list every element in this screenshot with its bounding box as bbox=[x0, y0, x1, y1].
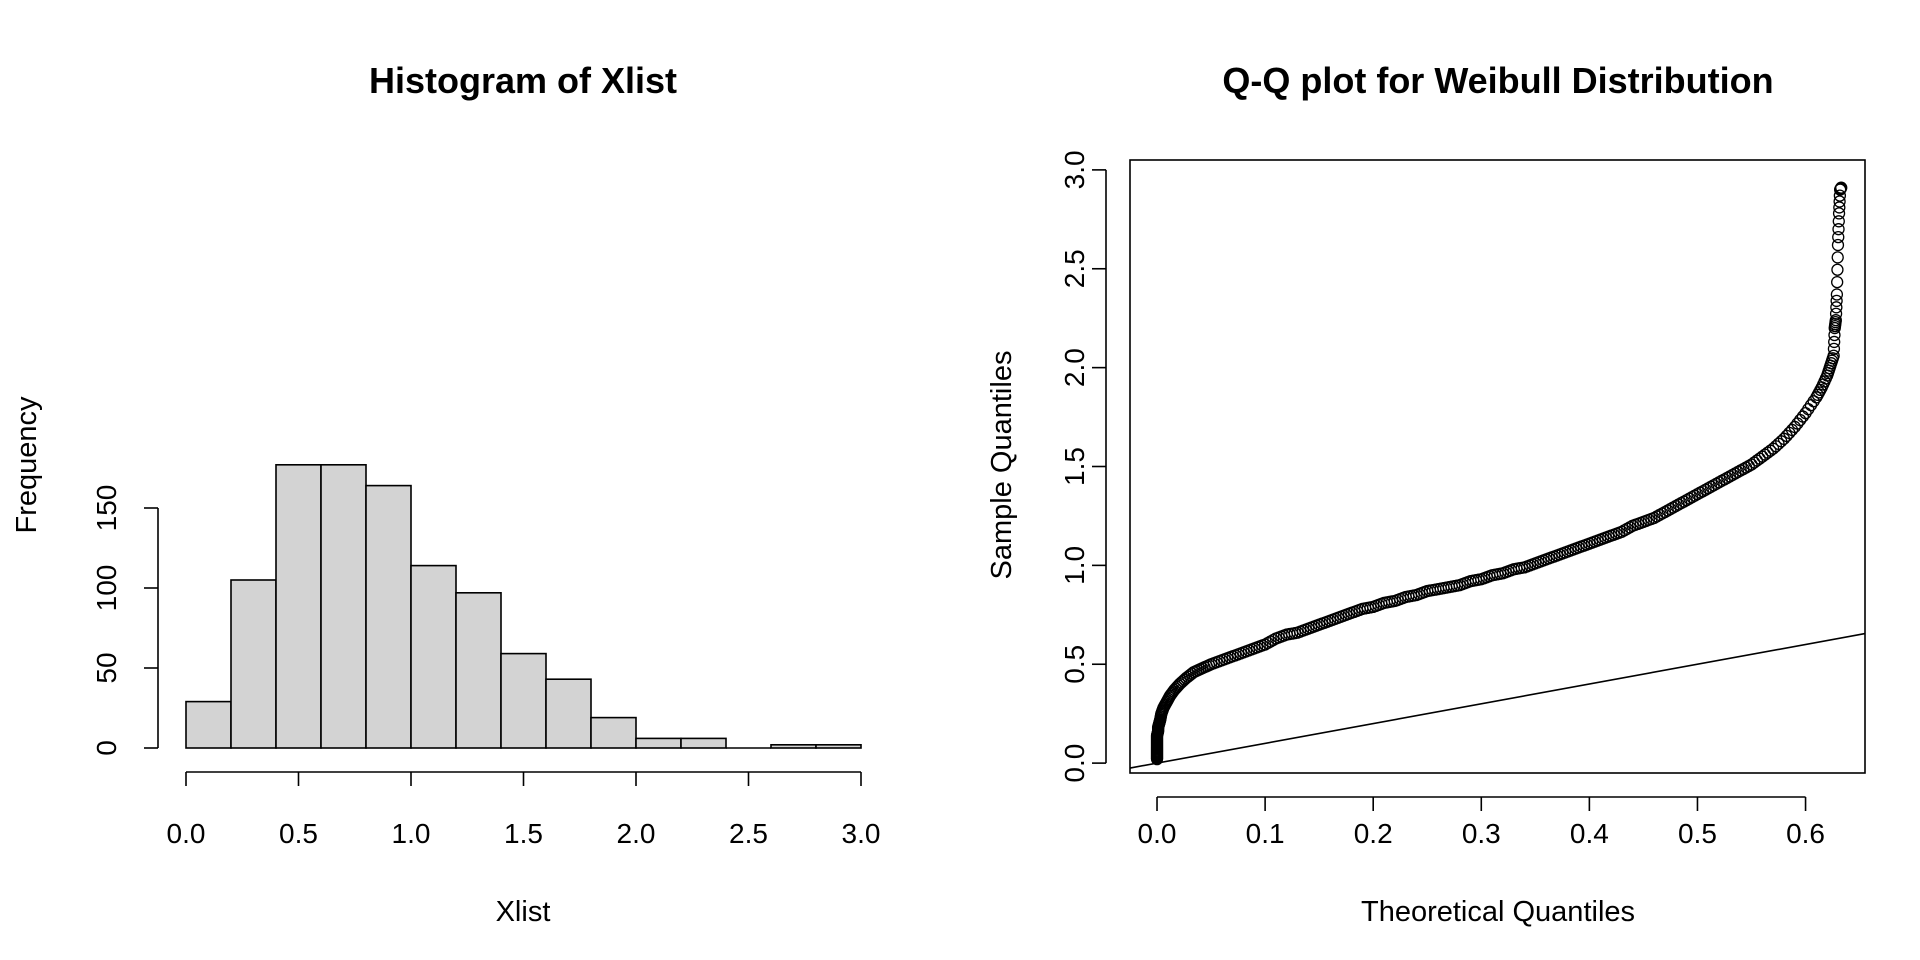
histogram-y-tick-label: 0 bbox=[91, 740, 122, 756]
qq-y-tick-label: 1.0 bbox=[1059, 546, 1090, 585]
histogram-x-tick-label: 0.0 bbox=[167, 818, 206, 849]
histogram-bar bbox=[185, 700, 232, 749]
qq-point bbox=[1827, 349, 1840, 362]
qq-plot-y-axis: 0.0 0.5 1.0 1.5 2.0 2.5 3.0 bbox=[1059, 150, 1107, 783]
qq-x-tick-label: 0.3 bbox=[1462, 818, 1501, 849]
qq-point bbox=[1835, 181, 1848, 194]
qq-point bbox=[1831, 251, 1844, 264]
qq-y-tick-label: 0.5 bbox=[1059, 645, 1090, 684]
qq-point bbox=[1830, 288, 1844, 301]
histogram-bar bbox=[815, 743, 862, 749]
qq-x-tick-label: 0.5 bbox=[1678, 818, 1717, 849]
histogram-bar bbox=[590, 716, 637, 749]
qq-plot-frame bbox=[1129, 159, 1866, 774]
histogram-panel: Histogram of Xlist Xlist Frequency 0.0 0.… bbox=[11, 60, 880, 928]
histogram-title: Histogram of Xlist bbox=[369, 60, 677, 101]
histogram-x-tick-label: 1.5 bbox=[504, 818, 543, 849]
histogram-bar bbox=[320, 463, 367, 749]
qq-x-tick-label: 0.1 bbox=[1246, 818, 1285, 849]
qq-x-tick-label: 0.2 bbox=[1354, 818, 1393, 849]
qq-point bbox=[1830, 294, 1843, 308]
qq-y-tick-label: 0.0 bbox=[1059, 744, 1090, 783]
qq-x-tick-label: 0.0 bbox=[1138, 818, 1177, 849]
histogram-y-axis: 0 50 100 150 bbox=[91, 485, 159, 756]
qq-point bbox=[1832, 230, 1845, 244]
histogram-bar bbox=[680, 737, 727, 749]
qq-plot-x-axis-label: Theoretical Quantiles bbox=[1361, 896, 1635, 928]
qq-reference-line-segment bbox=[1129, 632, 1866, 769]
qq-point bbox=[1829, 314, 1842, 327]
qq-point bbox=[1802, 403, 1815, 416]
qq-point bbox=[1832, 215, 1845, 228]
histogram-x-tick-label: 2.5 bbox=[729, 818, 768, 849]
qq-y-tick-label: 2.5 bbox=[1059, 249, 1090, 288]
qq-y-tick-label: 2.0 bbox=[1059, 348, 1090, 387]
histogram-x-tick-label: 2.0 bbox=[617, 818, 656, 849]
histogram-bar bbox=[635, 737, 682, 749]
histogram-x-tick-label: 0.5 bbox=[279, 818, 318, 849]
histogram-y-tick-label: 150 bbox=[91, 485, 122, 532]
qq-x-tick-label: 0.6 bbox=[1786, 818, 1825, 849]
histogram-bar bbox=[410, 564, 457, 749]
qq-point bbox=[1833, 201, 1846, 214]
qq-point bbox=[1832, 223, 1845, 236]
qq-plot-x-axis: 0.0 0.1 0.2 0.3 0.4 0.5 0.6 bbox=[1138, 796, 1825, 849]
qq-point bbox=[1804, 399, 1818, 412]
histogram-bar bbox=[230, 579, 277, 749]
histogram-bar bbox=[455, 591, 502, 749]
qq-point bbox=[1829, 307, 1843, 320]
qq-point bbox=[1830, 301, 1843, 314]
qq-plot-panel: Q-Q plot for Weibull Distribution Theore… bbox=[986, 60, 1866, 928]
qq-point bbox=[1799, 406, 1812, 420]
qq-point bbox=[1832, 207, 1846, 220]
histogram-y-tick-label: 50 bbox=[91, 652, 122, 683]
qq-point bbox=[1831, 263, 1844, 276]
qq-point bbox=[1833, 195, 1846, 208]
qq-y-tick-label: 3.0 bbox=[1059, 150, 1090, 189]
qq-plot-title: Q-Q plot for Weibull Distribution bbox=[1222, 60, 1773, 101]
qq-y-tick-label: 1.5 bbox=[1059, 447, 1090, 486]
histogram-bar bbox=[770, 743, 817, 749]
qq-point bbox=[1827, 342, 1841, 355]
histogram-x-tick-label: 3.0 bbox=[842, 818, 881, 849]
histogram-bar bbox=[365, 484, 412, 749]
histogram-bar bbox=[500, 652, 547, 749]
qq-point bbox=[1267, 633, 1280, 647]
histogram-x-tick-label: 1.0 bbox=[392, 818, 431, 849]
qq-point bbox=[1831, 238, 1845, 252]
histogram-x-axis-label: Xlist bbox=[496, 896, 551, 928]
qq-plot-y-axis-label: Sample Quantiles bbox=[986, 351, 1018, 580]
qq-point bbox=[1833, 189, 1847, 202]
qq-point bbox=[1807, 395, 1820, 408]
qq-point bbox=[1793, 413, 1807, 427]
histogram-bar bbox=[545, 678, 592, 749]
qq-x-tick-label: 0.4 bbox=[1570, 818, 1609, 849]
histogram-y-axis-label: Frequency bbox=[11, 396, 43, 534]
qq-reference-line bbox=[1129, 632, 1866, 769]
qq-point bbox=[1831, 275, 1844, 289]
histogram-y-tick-label: 100 bbox=[91, 565, 122, 612]
histogram-x-axis: 0.0 0.5 1.0 1.5 2.0 2.5 3.0 bbox=[167, 771, 881, 849]
histogram-bar bbox=[275, 463, 322, 749]
qq-point bbox=[1796, 410, 1809, 423]
qq-point bbox=[1623, 521, 1637, 534]
qq-point bbox=[1828, 335, 1841, 349]
qq-plot-points bbox=[1150, 181, 1848, 766]
histogram-bars bbox=[185, 463, 862, 749]
